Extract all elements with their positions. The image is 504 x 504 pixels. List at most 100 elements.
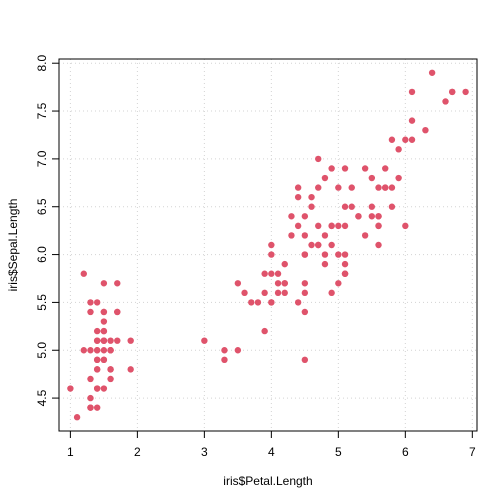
data-point bbox=[321, 174, 329, 182]
grid-lines bbox=[59, 59, 477, 431]
data-point bbox=[93, 404, 101, 411]
y-tick-label: 6.5 bbox=[35, 198, 49, 215]
y-tick-label: 7.0 bbox=[35, 150, 49, 167]
data-point bbox=[348, 184, 355, 191]
data-point bbox=[422, 126, 429, 134]
data-point bbox=[368, 174, 376, 182]
data-point bbox=[395, 174, 402, 182]
data-point bbox=[375, 184, 382, 191]
data-point bbox=[268, 299, 275, 306]
data-point bbox=[402, 222, 409, 230]
data-point bbox=[382, 165, 389, 172]
y-tick-label: 6.0 bbox=[35, 246, 49, 263]
data-point bbox=[368, 203, 376, 210]
data-point bbox=[114, 280, 121, 287]
data-point bbox=[281, 289, 288, 297]
data-point bbox=[87, 394, 94, 402]
data-point bbox=[100, 327, 108, 335]
x-tick-label: 4 bbox=[268, 445, 275, 459]
data-point bbox=[234, 347, 242, 354]
data-point bbox=[301, 232, 309, 239]
data-point bbox=[87, 375, 94, 383]
data-point bbox=[328, 241, 335, 249]
data-point bbox=[261, 289, 268, 297]
data-point bbox=[375, 241, 382, 249]
data-point bbox=[408, 88, 416, 96]
data-point bbox=[361, 165, 369, 172]
data-point bbox=[388, 184, 396, 191]
data-points bbox=[67, 69, 469, 421]
data-point bbox=[80, 347, 87, 354]
data-point bbox=[388, 136, 396, 143]
data-point bbox=[100, 280, 108, 287]
data-point bbox=[315, 222, 322, 230]
plot-frame bbox=[58, 58, 478, 432]
data-point bbox=[261, 327, 268, 335]
data-point bbox=[127, 366, 134, 373]
data-point bbox=[93, 299, 101, 306]
y-tick-label: 7.5 bbox=[35, 102, 49, 119]
data-point bbox=[288, 213, 295, 220]
data-point bbox=[93, 347, 101, 354]
data-point bbox=[221, 347, 228, 354]
data-point bbox=[308, 203, 315, 210]
data-point bbox=[375, 213, 382, 220]
data-point bbox=[107, 366, 114, 373]
data-point bbox=[201, 337, 208, 344]
data-point bbox=[93, 327, 101, 335]
x-tick-label: 3 bbox=[201, 445, 208, 459]
data-point bbox=[87, 347, 94, 354]
y-axis: 4.5 5.0 5.5 6.0 6.5 7.0 7.5 8.0 bbox=[35, 55, 60, 406]
data-point bbox=[93, 356, 101, 364]
data-point bbox=[127, 337, 134, 344]
x-tick-label: 5 bbox=[335, 445, 342, 459]
data-point bbox=[87, 404, 94, 411]
data-point bbox=[294, 184, 302, 191]
data-point bbox=[80, 270, 87, 277]
data-point bbox=[248, 299, 255, 306]
data-point bbox=[73, 414, 81, 421]
data-point bbox=[449, 88, 456, 96]
data-point bbox=[308, 241, 315, 249]
data-point bbox=[274, 280, 282, 287]
data-point bbox=[234, 280, 242, 287]
data-point bbox=[341, 203, 349, 210]
data-point bbox=[114, 337, 121, 344]
data-point bbox=[341, 165, 349, 172]
data-point bbox=[268, 241, 275, 249]
data-point bbox=[442, 98, 449, 105]
data-point bbox=[254, 299, 262, 306]
data-point bbox=[395, 146, 402, 153]
x-axis-label: iris$Petal.Length bbox=[223, 474, 312, 488]
data-point bbox=[87, 299, 94, 306]
data-point bbox=[301, 213, 309, 220]
data-point bbox=[268, 270, 275, 277]
data-point bbox=[335, 184, 342, 191]
y-tick-label: 5.5 bbox=[35, 294, 49, 311]
y-axis-label: iris$Sepal.Length bbox=[6, 199, 20, 292]
data-point bbox=[67, 385, 74, 392]
data-point bbox=[328, 289, 335, 297]
data-point bbox=[315, 184, 322, 191]
x-tick-label: 6 bbox=[402, 445, 409, 459]
data-point bbox=[328, 222, 335, 230]
data-point bbox=[301, 280, 309, 287]
data-point bbox=[388, 203, 396, 210]
y-tick-label: 4.5 bbox=[35, 389, 49, 406]
y-tick-label: 5.0 bbox=[35, 342, 49, 359]
data-point bbox=[100, 356, 108, 364]
data-point bbox=[100, 318, 108, 325]
data-point bbox=[408, 136, 416, 143]
data-point bbox=[375, 222, 382, 230]
data-point bbox=[335, 222, 342, 230]
data-point bbox=[321, 232, 329, 239]
data-point bbox=[93, 366, 101, 373]
data-point bbox=[100, 347, 108, 354]
data-point bbox=[274, 270, 282, 277]
data-point bbox=[361, 232, 369, 239]
data-point bbox=[301, 289, 309, 297]
data-point bbox=[335, 251, 342, 258]
x-tick-label: 2 bbox=[134, 445, 141, 459]
data-point bbox=[341, 260, 349, 268]
